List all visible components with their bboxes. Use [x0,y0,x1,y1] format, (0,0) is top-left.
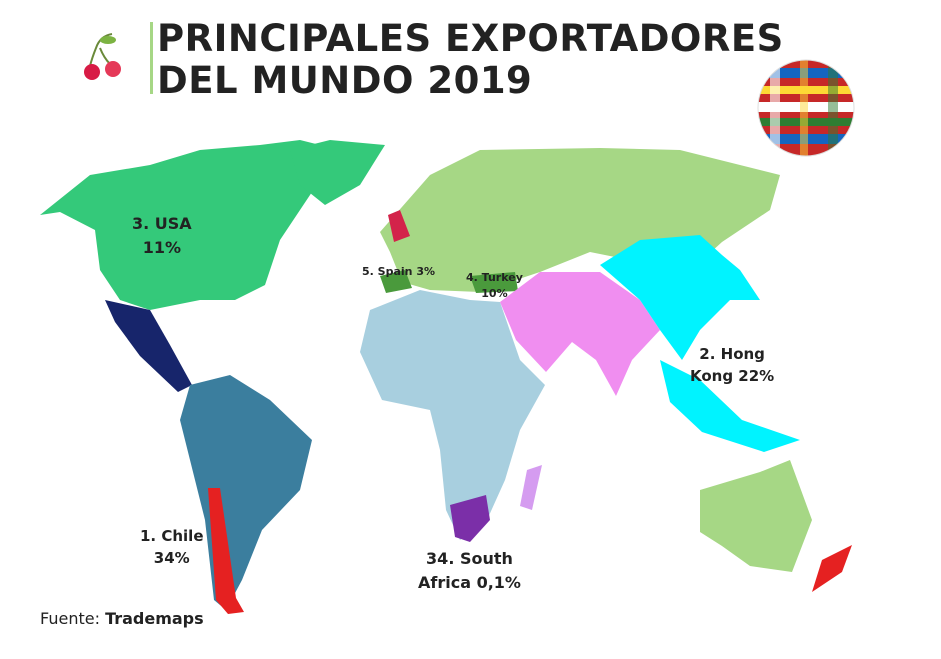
label-line: 10% [481,287,508,300]
label-line: 5. Spain 3% [362,265,435,278]
source: Fuente: Trademaps [40,609,204,628]
label-line: 34% [153,549,190,567]
label-line: 34. South [426,549,513,568]
africa [360,290,545,540]
label-line: 3. USA [132,214,192,233]
title-line: PRINCIPALES EXPORTADORES [157,17,784,60]
north-america [40,140,340,310]
middle-east-india [500,272,660,396]
label-hong-kong: 2. Hong Kong 22% [690,343,774,387]
label-line: Kong 22% [690,367,775,385]
label-line: 11% [142,238,181,257]
spain [380,270,412,293]
china [600,235,760,360]
new-zealand [812,545,852,592]
label-chile: 1. Chile 34% [140,525,204,569]
australia [700,460,812,572]
turkey [470,272,518,293]
label-spain: 5. Spain 3% [362,265,435,278]
label-turkey: 4. Turkey 10% [466,270,523,302]
southeast-asia [660,360,800,452]
greenland [290,140,385,205]
south-africa [450,495,490,542]
madagascar [520,465,542,510]
label-south-africa: 34. South Africa 0,1% [418,547,521,595]
source-prefix: Fuente: [40,609,100,628]
cherry-icon [84,33,121,80]
central-america [105,300,192,392]
source-name: Trademaps [105,609,204,628]
label-line: 4. Turkey [466,271,523,284]
title: PRINCIPALES EXPORTADORES DEL MUNDO 2019 [157,18,784,102]
label-usa: 3. USA 11% [132,212,192,260]
uk [388,210,410,242]
label-line: 1. Chile [140,527,204,545]
title-bar [150,22,153,94]
flag-globe [757,59,855,157]
chile [208,488,244,614]
label-line: 2. Hong [699,345,765,363]
title-line: DEL MUNDO 2019 [157,59,533,102]
label-line: Africa 0,1% [418,573,521,592]
south-america [180,375,312,610]
continents [40,140,852,614]
